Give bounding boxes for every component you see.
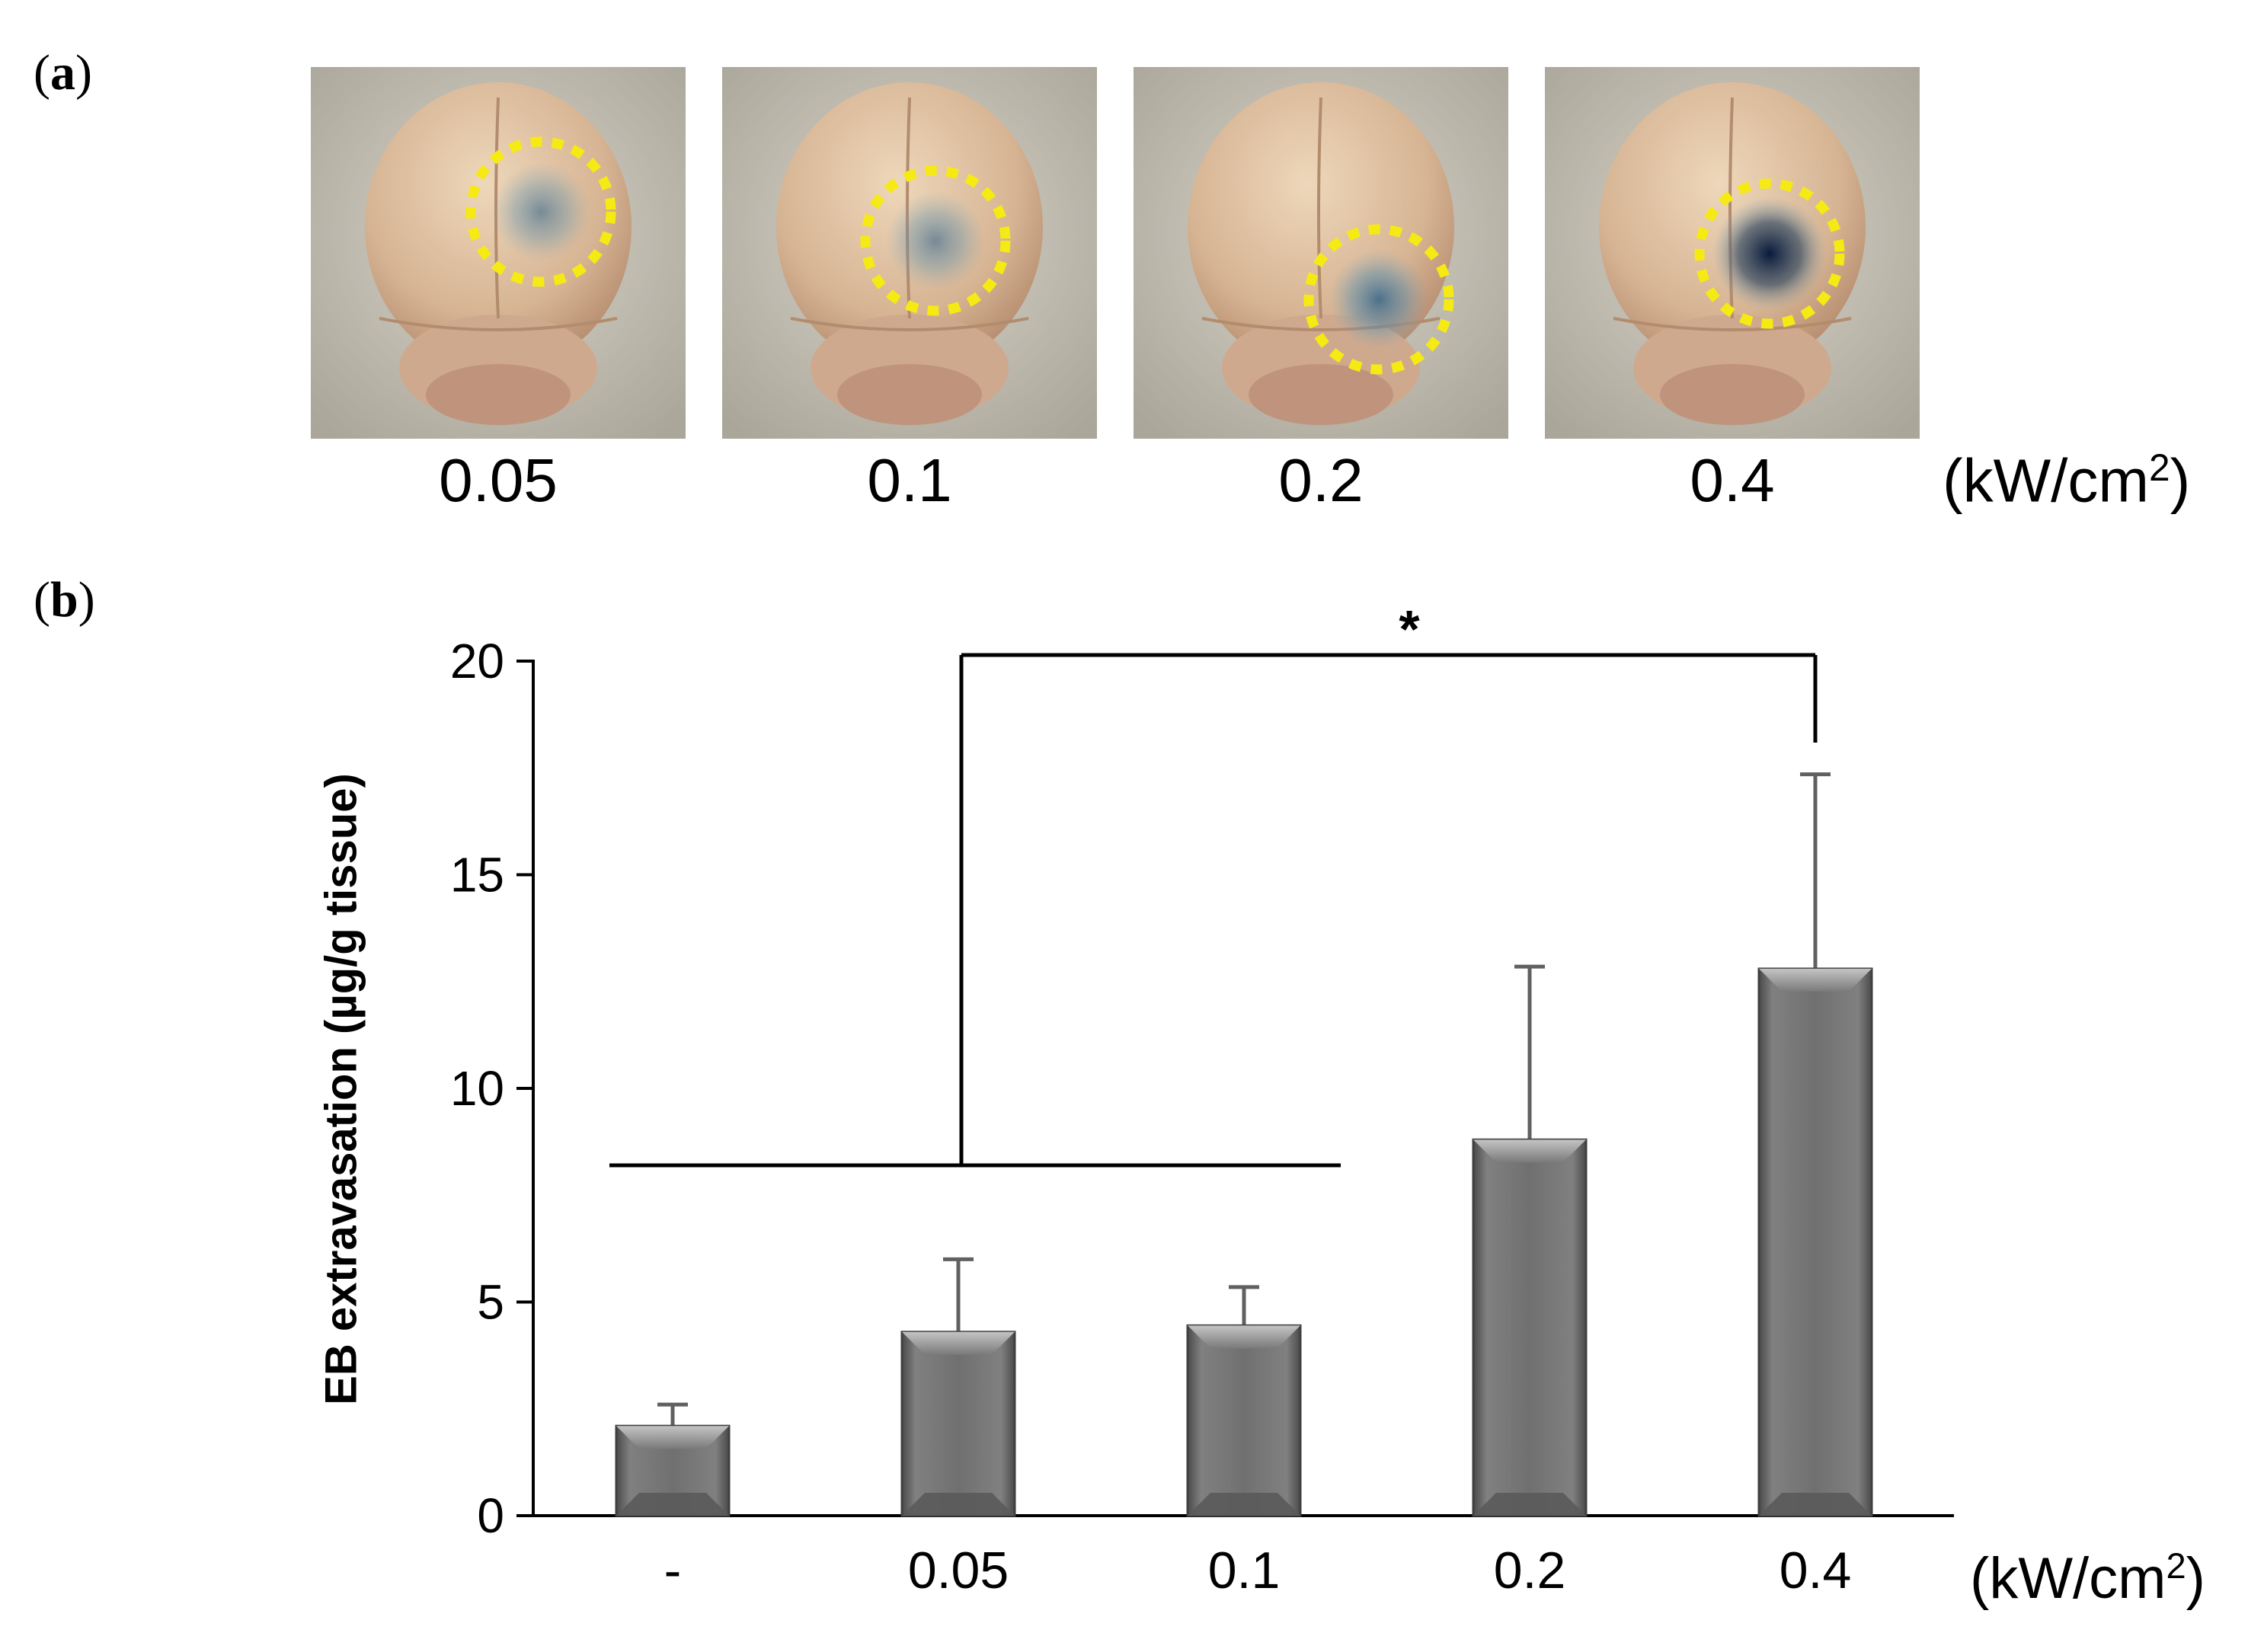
- bar-0.4: [1757, 967, 1873, 1517]
- bar-bottom-bevel-0.05: [902, 1493, 1015, 1516]
- panel-label-a: (a): [34, 45, 92, 101]
- x-tick-label-0.05: 0.05: [908, 1542, 1009, 1599]
- bar-top-bevel--: [616, 1426, 729, 1449]
- bar-top-bevel-0.2: [1473, 1139, 1586, 1163]
- bar-0.1: [1186, 1324, 1302, 1517]
- x-tick-label-0.2: 0.2: [1494, 1542, 1566, 1599]
- x-tick-label-0.4: 0.4: [1780, 1542, 1852, 1599]
- bar-bottom-bevel-0.4: [1759, 1493, 1872, 1516]
- y-tick-label-0: 0: [477, 1488, 504, 1543]
- bar-0.05: [900, 1331, 1016, 1517]
- bar-bottom-bevel--: [616, 1493, 729, 1516]
- power-label-0.4: 0.4: [1690, 446, 1775, 514]
- brain-photo-0.2: [1134, 67, 1508, 439]
- power-label-0.05: 0.05: [439, 446, 558, 514]
- power-label-0.2: 0.2: [1278, 446, 1364, 514]
- brain-photo-0.1: [722, 67, 1097, 439]
- y-tick-label-20: 20: [450, 634, 504, 689]
- bar-top-bevel-0.4: [1759, 968, 1872, 992]
- bar-0.2: [1472, 1138, 1588, 1517]
- unit-label-a: (kW/cm2): [1943, 446, 2191, 515]
- bar-bottom-bevel-0.2: [1473, 1493, 1586, 1516]
- x-tick-label--: -: [664, 1542, 682, 1599]
- bar-bottom-bevel-0.1: [1188, 1493, 1300, 1516]
- bar-top-bevel-0.05: [902, 1331, 1015, 1355]
- significance-star: *: [1399, 599, 1420, 659]
- brain-photo-0.4: [1545, 67, 1920, 439]
- panel-label-b: (b): [34, 572, 95, 628]
- bar-top-bevel-0.1: [1188, 1325, 1300, 1349]
- y-tick-label-5: 5: [477, 1275, 504, 1330]
- unit-label-b: (kW/cm2): [1970, 1545, 2205, 1611]
- y-tick-label-15: 15: [450, 848, 504, 903]
- brain-photo-0.05: [311, 67, 686, 439]
- power-label-0.1: 0.1: [867, 446, 952, 514]
- x-tick-label-0.1: 0.1: [1208, 1542, 1281, 1599]
- y-tick-label-10: 10: [450, 1061, 504, 1116]
